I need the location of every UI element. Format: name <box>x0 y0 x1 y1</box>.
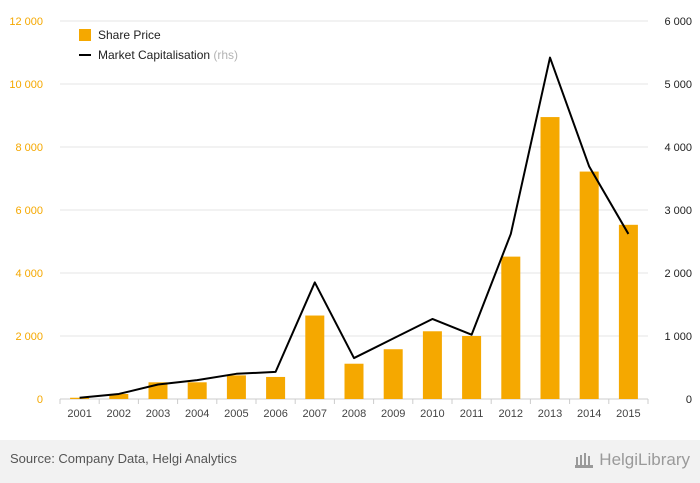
y-right-tick-label: 2 000 <box>664 268 692 280</box>
y-left-tick-label: 6 000 <box>15 205 43 217</box>
x-tick-label: 2006 <box>263 408 287 420</box>
y-left-tick-label: 10 000 <box>9 79 43 91</box>
share-price-bar <box>501 256 521 399</box>
x-tick-label: 2005 <box>224 408 248 420</box>
y-right-tick-label: 0 <box>686 394 692 406</box>
share-price-bar <box>344 363 364 399</box>
share-price-bar <box>266 376 286 399</box>
y-left-tick-label: 0 <box>37 394 43 406</box>
legend-market-cap-label: Market Capitalisation (rhs) <box>98 48 238 62</box>
legend-share-price-swatch <box>79 29 91 41</box>
library-building-icon <box>575 453 594 468</box>
y-left-tick-label: 4 000 <box>15 268 43 280</box>
x-tick-label: 2009 <box>381 408 405 420</box>
share-price-bar <box>109 393 129 399</box>
helgi-library-logo[interactable]: HelgiLibrary <box>573 449 690 471</box>
y-left-tick-label: 8 000 <box>15 142 43 154</box>
x-tick-label: 2012 <box>499 408 523 420</box>
y-left-tick-label: 12 000 <box>9 16 43 28</box>
x-tick-label: 2011 <box>460 408 484 420</box>
share-price-bar <box>70 397 90 399</box>
y-right-tick-label: 4 000 <box>664 142 692 154</box>
share-price-bar <box>618 224 638 399</box>
logo-text: HelgiLibrary <box>599 450 690 469</box>
x-tick-label: 2015 <box>616 408 640 420</box>
share-price-bar <box>226 375 246 399</box>
x-tick-label: 2004 <box>185 408 209 420</box>
combo-chart: 0 2 000 4 000 6 000 8 000 10 000 12 000 0 1 000 2… <box>9 16 692 420</box>
x-tick-label: 2008 <box>342 408 366 420</box>
x-tick-label: 2002 <box>107 408 131 420</box>
y-right-tick-label: 1 000 <box>664 331 692 343</box>
x-tick-label: 2010 <box>420 408 444 420</box>
y-right-tick-label: 6 000 <box>664 16 692 28</box>
source-note: Source: Company Data, Helgi Analytics <box>10 451 237 466</box>
y-left-tick-label: 2 000 <box>15 331 43 343</box>
y-right-tick-label: 3 000 <box>664 205 692 217</box>
x-tick-label: 2013 <box>538 408 562 420</box>
share-price-bar <box>579 171 599 399</box>
x-tick-label: 2003 <box>146 408 170 420</box>
x-tick-label: 2014 <box>577 408 601 420</box>
share-price-bar <box>540 117 560 399</box>
x-tick-label: 2001 <box>67 408 91 420</box>
x-tick-label: 2007 <box>303 408 327 420</box>
share-price-bar <box>187 382 207 399</box>
legend-share-price-label: Share Price <box>98 28 161 42</box>
share-price-bar <box>422 331 442 399</box>
footer: Source: Company Data, Helgi Analytics He… <box>0 440 700 483</box>
share-price-bar <box>305 315 325 399</box>
share-price-bar <box>462 336 482 399</box>
legend-rhs-suffix: (rhs) <box>213 48 238 62</box>
share-price-bar <box>383 349 403 399</box>
chart-area: 0 2 000 4 000 6 000 8 000 10 000 12 000 0 1 000 2… <box>9 16 692 420</box>
market-cap-line <box>79 56 630 399</box>
y-right-tick-label: 5 000 <box>664 79 692 91</box>
